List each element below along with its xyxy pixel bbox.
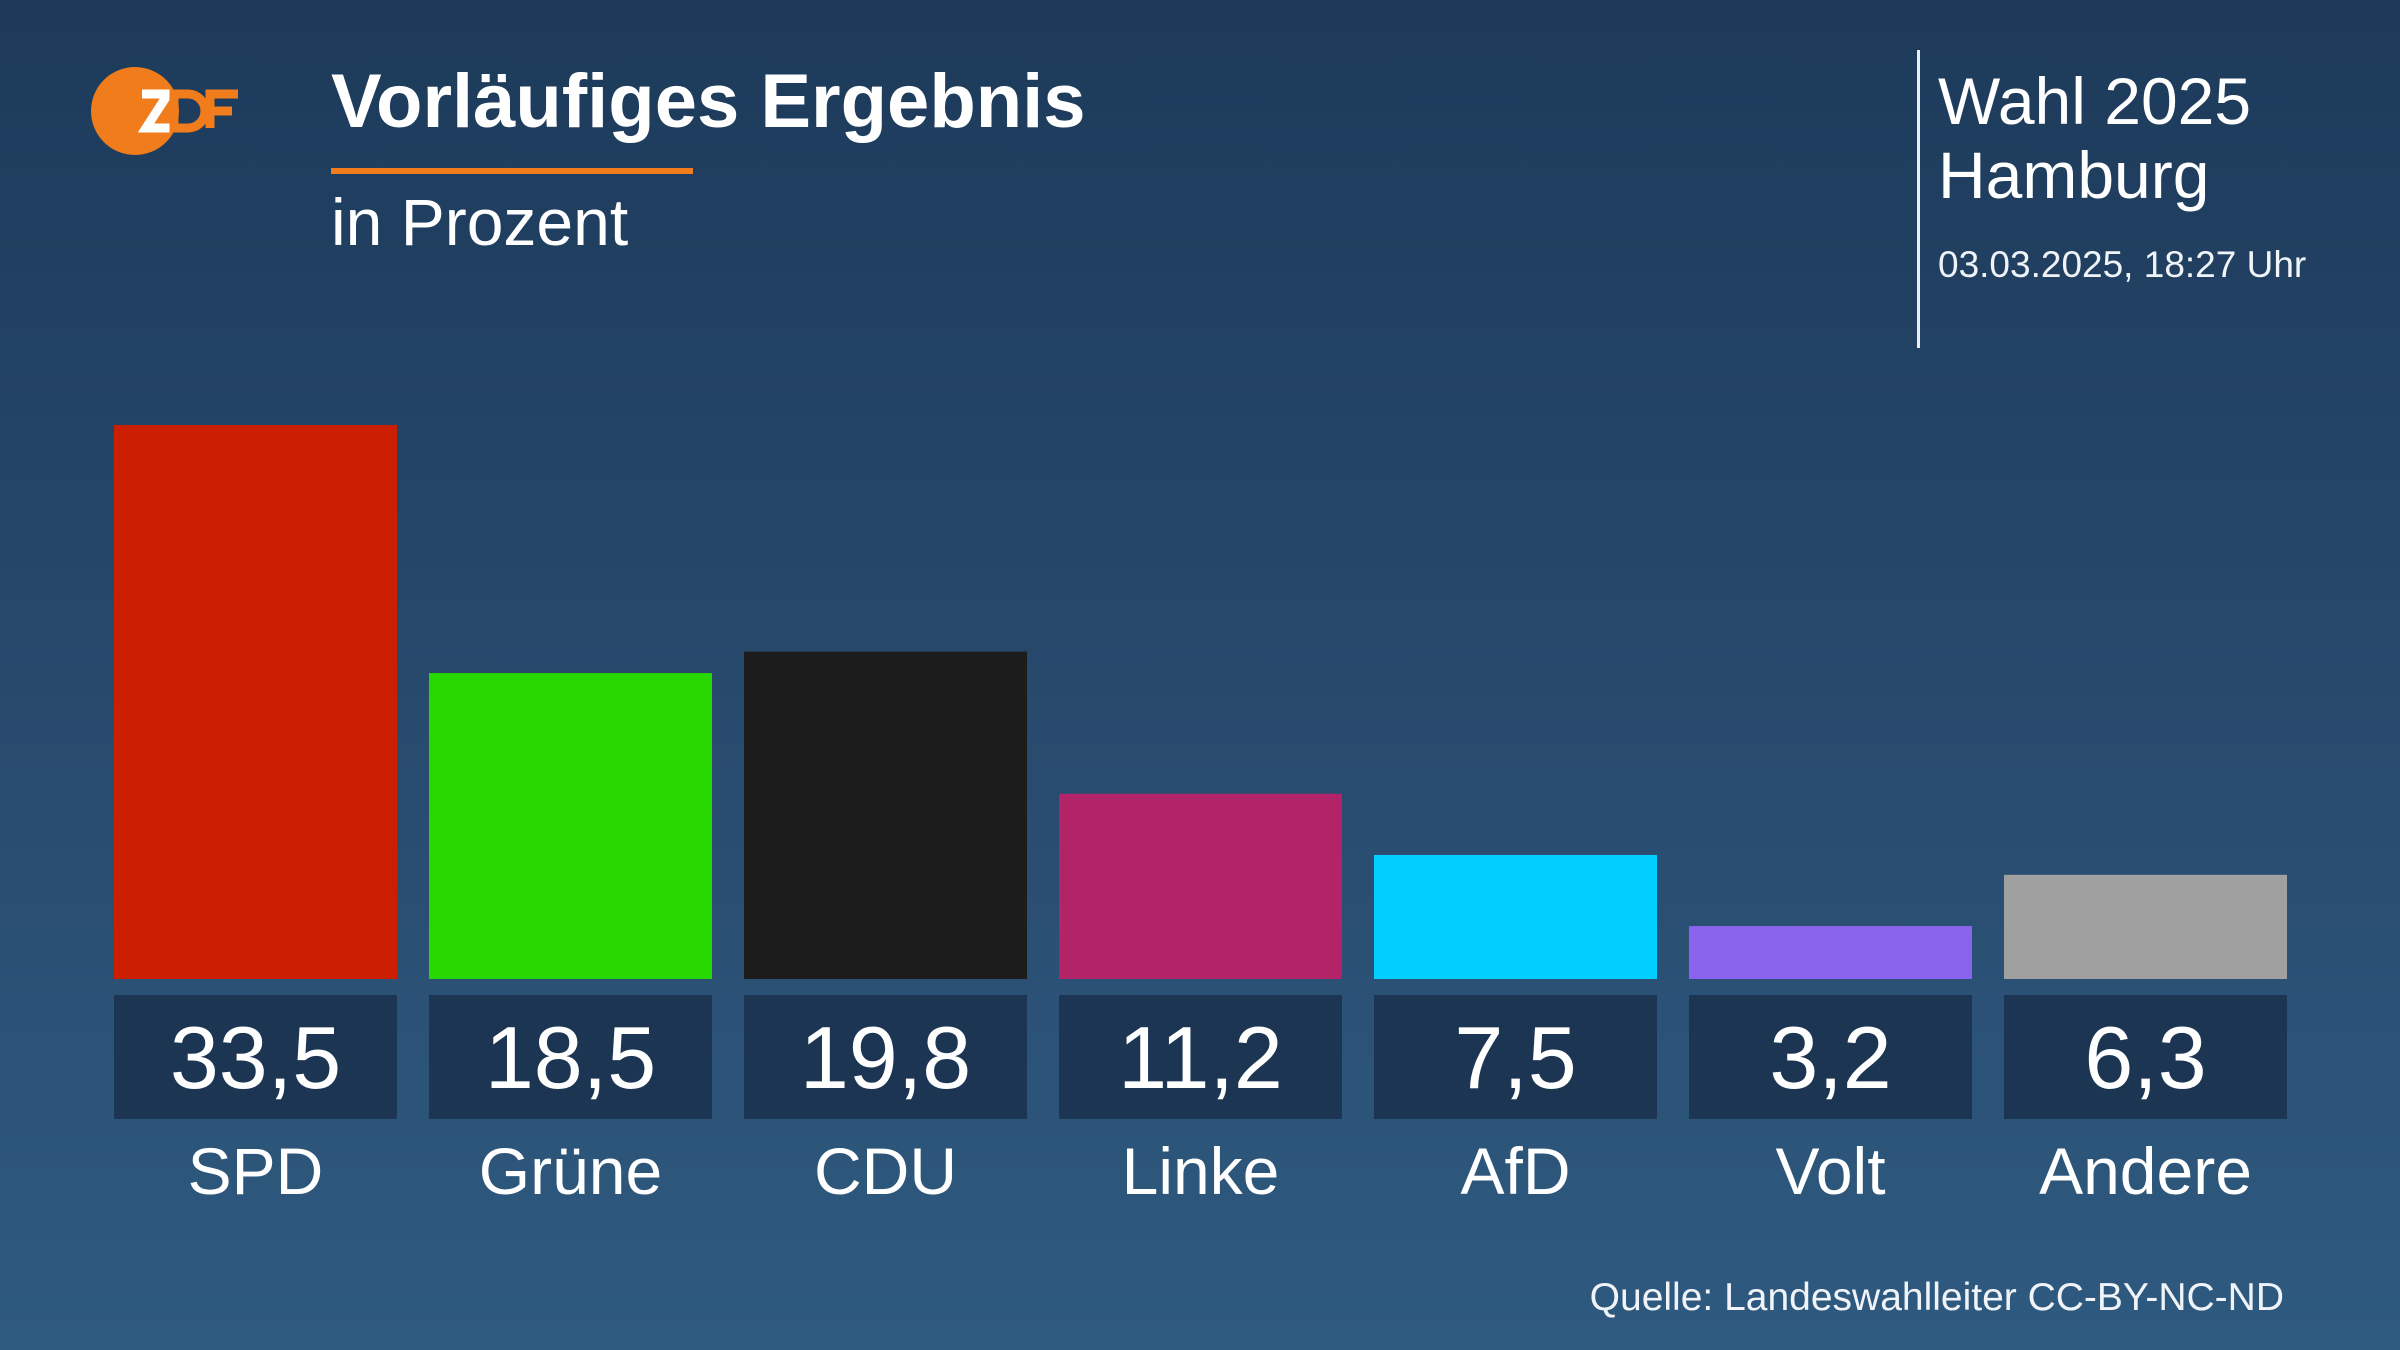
value-label-afd: 7,5: [1454, 1008, 1576, 1107]
value-label-linke: 11,2: [1118, 1008, 1283, 1107]
chart-title: Vorläufiges Ergebnis: [331, 59, 1086, 144]
category-label-spd: SPD: [188, 1134, 324, 1208]
bar-afd: [1374, 854, 1657, 979]
category-label-gruene: Grüne: [479, 1134, 662, 1208]
value-box-volt: [1689, 995, 1972, 1119]
bar-andere: [2004, 874, 2287, 979]
source-note: Quelle: Landeswahlleiter CC-BY-NC-ND: [1589, 1276, 2284, 1319]
zdf-logo: [91, 67, 238, 155]
value-box-spd: [114, 995, 397, 1119]
bar-spd: [114, 425, 397, 979]
title-underline: [331, 168, 693, 174]
category-label-afd: AfD: [1460, 1134, 1570, 1208]
category-label-linke: Linke: [1122, 1134, 1280, 1208]
value-label-andere: 6,3: [2084, 1008, 2206, 1107]
chart-subtitle: in Prozent: [331, 185, 629, 259]
election-title: Wahl 2025 Hamburg: [1938, 64, 2251, 212]
value-box-linke: [1059, 995, 1342, 1119]
election-name: Wahl 2025: [1938, 64, 2252, 138]
category-label-andere: Andere: [2039, 1134, 2252, 1208]
value-box-cdu: [744, 995, 1027, 1119]
value-box-gruene: [429, 995, 712, 1119]
category-label-volt: Volt: [1775, 1134, 1885, 1208]
category-label-cdu: CDU: [814, 1134, 957, 1208]
bar-cdu: [744, 651, 1027, 979]
timestamp: 03.03.2025, 18:27 Uhr: [1938, 244, 2307, 285]
value-box-afd: [1374, 995, 1657, 1119]
value-label-volt: 3,2: [1769, 1008, 1891, 1107]
value-label-cdu: 19,8: [800, 1008, 971, 1107]
header-divider: [1917, 50, 1920, 348]
election-region: Hamburg: [1938, 138, 2210, 212]
bar-volt: [1689, 926, 1972, 979]
bar-gruene: [429, 673, 712, 979]
value-label-spd: 33,5: [170, 1008, 341, 1107]
bar-linke: [1059, 793, 1342, 979]
value-box-andere: [2004, 995, 2287, 1119]
value-label-gruene: 18,5: [485, 1008, 656, 1107]
